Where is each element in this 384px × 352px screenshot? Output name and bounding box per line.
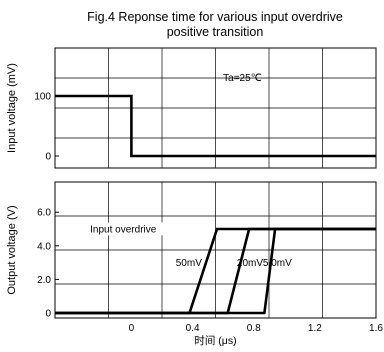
x-tick-label: 0.8 xyxy=(247,323,261,334)
annotation-label: 50mV xyxy=(176,258,202,269)
x-tick-label: 1.2 xyxy=(308,323,322,334)
y-tick-label: 6.0 xyxy=(37,208,51,219)
y-tick-label: 0 xyxy=(45,308,51,319)
chart-title-line2: positive transition xyxy=(167,25,264,39)
series-line-0 xyxy=(55,94,376,158)
x-tick-label: 1.6 xyxy=(369,323,383,334)
y-tick-label: 2.0 xyxy=(37,275,51,286)
y-axis-label: Input voltage (mV) xyxy=(6,63,18,153)
plot-frame xyxy=(54,181,377,319)
x-axis-label: 时间 (μs) xyxy=(194,334,236,347)
plot-frame xyxy=(54,47,377,169)
y-tick-label: 4.0 xyxy=(37,241,51,252)
grid-lines xyxy=(54,182,377,318)
chart-title-line1: Fig.4 Reponse time for various input ove… xyxy=(87,10,343,24)
input-voltage-panel: 100 0 Input voltage (mV) Ta=25℃ xyxy=(6,47,377,169)
annotation-label: 20mV xyxy=(237,258,263,269)
annotation-label: Ta=25℃ xyxy=(223,73,262,84)
label-backing xyxy=(87,222,174,236)
y-tick-label: 100 xyxy=(34,92,51,103)
annotation-label: 5.0mV xyxy=(263,258,292,269)
annotation-label: Input overdrive xyxy=(90,224,157,235)
y-tick-label: 0 xyxy=(45,152,51,163)
series-line-50mv xyxy=(55,227,376,315)
output-voltage-panel: 6.0 4.0 2.0 0 Output voltage (V) 0 0.4 0.8 1.2 1.… xyxy=(6,181,383,347)
y-axis-label: Output voltage (V) xyxy=(6,205,18,294)
x-tick-label: 0.4 xyxy=(186,323,200,334)
grid-lines xyxy=(54,48,377,168)
x-tick-label: 0 xyxy=(129,323,135,334)
